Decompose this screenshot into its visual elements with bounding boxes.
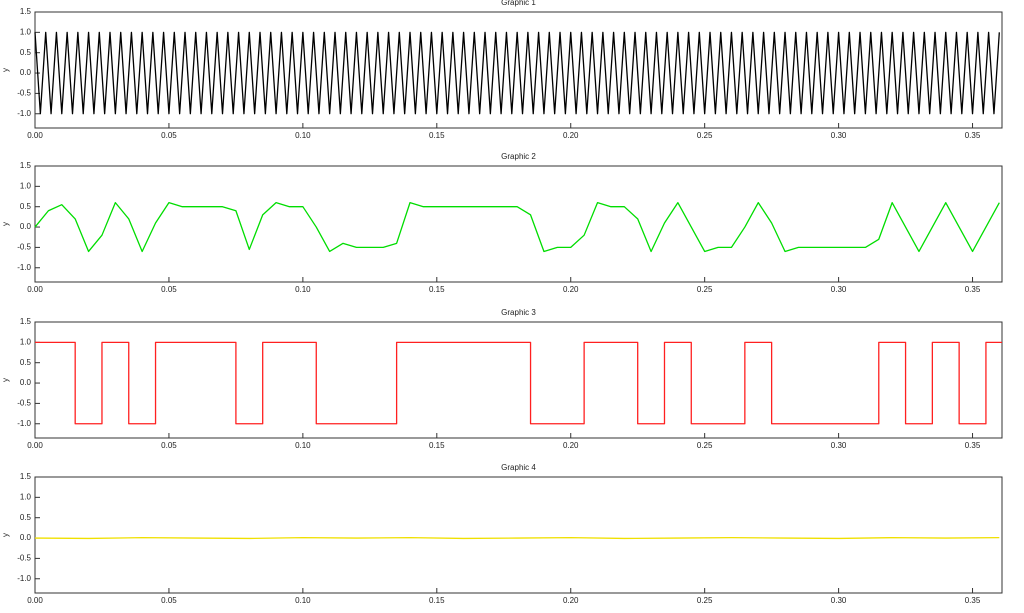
x-tick-label: 0.15 bbox=[429, 441, 445, 450]
x-tick-label: 0.05 bbox=[161, 131, 177, 140]
x-tick-label: 0.25 bbox=[697, 285, 713, 294]
y-tick-label: -0.5 bbox=[17, 399, 31, 408]
x-tick-label: 0.00 bbox=[27, 285, 43, 294]
y-tick-label: -0.5 bbox=[17, 89, 31, 98]
y-tick-label: -1.0 bbox=[17, 263, 31, 272]
x-tick-label: 0.35 bbox=[965, 131, 981, 140]
subplot-title: Graphic 4 bbox=[501, 463, 536, 472]
y-tick-label: 1.5 bbox=[20, 317, 32, 326]
x-tick-label: 0.20 bbox=[563, 131, 579, 140]
x-tick-label: 0.10 bbox=[295, 441, 311, 450]
x-tick-label: 0.15 bbox=[429, 596, 445, 605]
y-tick-label: 1.0 bbox=[20, 492, 32, 501]
subplot-title: Graphic 2 bbox=[501, 152, 536, 161]
data-line bbox=[34, 537, 1000, 540]
y-tick-label: 1.5 bbox=[20, 472, 32, 481]
x-tick-label: 0.35 bbox=[965, 596, 981, 605]
y-axis-label: y bbox=[1, 533, 10, 537]
y-tick-label: -1.0 bbox=[17, 574, 31, 583]
x-tick-label: 0.10 bbox=[295, 285, 311, 294]
y-tick-label: -0.5 bbox=[17, 243, 31, 252]
subplot: Graphic 2 y -1.0 -0.5 0.0 0.5 1.0 1.5 0.00 0.05 0.… bbox=[1, 152, 1003, 294]
y-tick-label: 1.0 bbox=[20, 337, 32, 346]
subplot: Graphic 1 y -1.0 -0.5 0.0 0.5 1.0 1.5 0.00 0.05 0.… bbox=[1, 0, 1003, 140]
data-line bbox=[35, 341, 1002, 425]
y-tick-label: 0.0 bbox=[20, 533, 32, 542]
y-axis-label: y bbox=[1, 68, 10, 72]
x-tick-label: 0.00 bbox=[27, 596, 43, 605]
plot-frame bbox=[34, 11, 1003, 129]
x-tick-label: 0.05 bbox=[161, 285, 177, 294]
y-tick-label: 1.0 bbox=[20, 181, 32, 190]
subplot: Graphic 4 y -1.0 -0.5 0.0 0.5 1.0 1.5 0.00 0.05 0.… bbox=[1, 463, 1003, 605]
x-tick-label: 0.10 bbox=[295, 596, 311, 605]
x-tick-label: 0.35 bbox=[965, 285, 981, 294]
y-tick-label: 0.0 bbox=[20, 222, 32, 231]
subplot-title: Graphic 1 bbox=[501, 0, 536, 7]
data-line bbox=[34, 201, 1000, 253]
x-tick-label: 0.10 bbox=[295, 131, 311, 140]
y-tick-label: 1.5 bbox=[20, 161, 32, 170]
x-tick-label: 0.30 bbox=[831, 441, 847, 450]
x-tick-label: 0.35 bbox=[965, 441, 981, 450]
y-axis-label: y bbox=[1, 222, 10, 226]
x-tick-label: 0.20 bbox=[563, 285, 579, 294]
plot-frame bbox=[34, 321, 1003, 439]
plot-frame bbox=[34, 165, 1003, 283]
x-tick-label: 0.30 bbox=[831, 596, 847, 605]
subplot-title: Graphic 3 bbox=[501, 308, 536, 317]
y-tick-label: 1.0 bbox=[20, 27, 32, 36]
data-line bbox=[34, 31, 1000, 115]
plot-frame bbox=[34, 476, 1003, 594]
x-tick-label: 0.05 bbox=[161, 441, 177, 450]
x-tick-label: 0.30 bbox=[831, 285, 847, 294]
y-tick-label: -0.5 bbox=[17, 554, 31, 563]
y-tick-label: 1.5 bbox=[20, 7, 32, 16]
y-tick-label: 0.5 bbox=[20, 358, 32, 367]
x-tick-label: 0.05 bbox=[161, 596, 177, 605]
x-tick-label: 0.30 bbox=[831, 131, 847, 140]
y-tick-label: 0.5 bbox=[20, 513, 32, 522]
y-tick-label: -1.0 bbox=[17, 109, 31, 118]
y-tick-label: 0.0 bbox=[20, 68, 32, 77]
x-tick-label: 0.20 bbox=[563, 441, 579, 450]
x-tick-label: 0.25 bbox=[697, 596, 713, 605]
x-tick-label: 0.00 bbox=[27, 131, 43, 140]
x-tick-label: 0.00 bbox=[27, 441, 43, 450]
x-tick-label: 0.15 bbox=[429, 131, 445, 140]
x-tick-label: 0.25 bbox=[697, 131, 713, 140]
y-tick-label: 0.5 bbox=[20, 202, 32, 211]
subplot: Graphic 3 y -1.0 -0.5 0.0 0.5 1.0 1.5 0.00 0.05 0.… bbox=[1, 308, 1003, 450]
x-tick-label: 0.25 bbox=[697, 441, 713, 450]
y-axis-label: y bbox=[1, 378, 10, 382]
y-tick-label: -1.0 bbox=[17, 419, 31, 428]
x-tick-label: 0.15 bbox=[429, 285, 445, 294]
x-tick-label: 0.20 bbox=[563, 596, 579, 605]
y-tick-label: 0.0 bbox=[20, 378, 32, 387]
y-tick-label: 0.5 bbox=[20, 48, 32, 57]
